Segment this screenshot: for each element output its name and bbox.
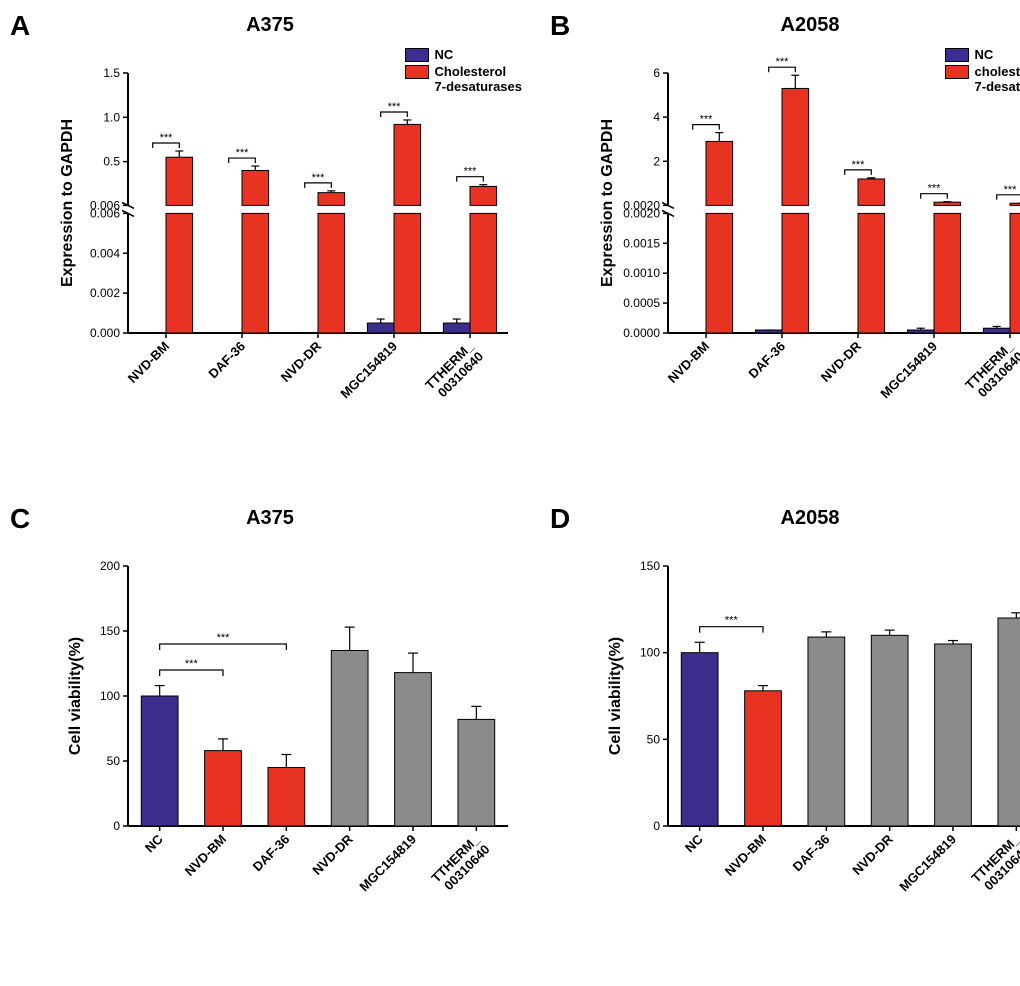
svg-text:***: *** xyxy=(160,132,174,144)
svg-text:2: 2 xyxy=(653,154,660,168)
svg-text:0.0015: 0.0015 xyxy=(623,236,660,250)
svg-text:***: *** xyxy=(852,159,866,171)
svg-text:DAF-36: DAF-36 xyxy=(250,832,293,875)
svg-text:50: 50 xyxy=(647,732,661,746)
svg-text:NVD-BM: NVD-BM xyxy=(722,832,769,879)
svg-text:Cell viability(%): Cell viability(%) xyxy=(607,637,624,755)
panel-A-label: A xyxy=(10,10,30,42)
svg-text:0.5: 0.5 xyxy=(103,155,120,169)
svg-text:DAF-36: DAF-36 xyxy=(745,339,788,382)
panel-D-chart: 0 50 100 150 Cell viability(%) NC NVD-BM DAF-36… xyxy=(590,536,1020,976)
panel-D-label: D xyxy=(550,503,570,535)
svg-text:0.002: 0.002 xyxy=(90,286,120,300)
panel-B-chart: NC cholesterol7-desaturases 0.0000 0.0005 0.… xyxy=(590,43,1020,483)
svg-text:MGC154819: MGC154819 xyxy=(896,832,959,895)
svg-text:NC: NC xyxy=(142,831,166,855)
svg-text:***: *** xyxy=(725,615,739,627)
svg-text:NVD-BM: NVD-BM xyxy=(182,832,229,879)
svg-text:100: 100 xyxy=(640,646,660,660)
panel-D-title: A2058 xyxy=(550,507,1020,530)
panel-D: D A2058 0 50 100 150 Cell viability(%) NC NVD-… xyxy=(550,503,1020,976)
svg-text:0.0000: 0.0000 xyxy=(623,326,660,340)
panel-A: A A375 NC Cholesterol7-desaturases 0.000 0.… xyxy=(10,10,530,483)
svg-text:***: *** xyxy=(700,114,714,126)
legend-swatch xyxy=(945,65,969,79)
svg-text:MGC154819: MGC154819 xyxy=(337,339,400,402)
svg-text:6: 6 xyxy=(653,66,660,80)
legend-item: Cholesterol7-desaturases xyxy=(405,64,522,94)
legend-swatch xyxy=(405,48,429,62)
svg-text:NVD-BM: NVD-BM xyxy=(125,339,172,386)
svg-text:0: 0 xyxy=(113,819,120,833)
svg-text:0.0005: 0.0005 xyxy=(623,296,660,310)
svg-text:0.0010: 0.0010 xyxy=(623,266,660,280)
svg-text:0.006: 0.006 xyxy=(90,198,120,212)
legend-label: NC xyxy=(435,47,454,62)
panel-C-title: A375 xyxy=(10,507,530,530)
svg-text:0.000: 0.000 xyxy=(90,326,120,340)
svg-text:TTHERM_00310640: TTHERM_00310640 xyxy=(428,831,493,896)
panel-C-chart: 0 50 100 150 200 Cell viability(%) NC NVD-BM DAF… xyxy=(50,536,530,976)
svg-text:***: *** xyxy=(464,166,478,178)
svg-text:Expression to GAPDH: Expression to GAPDH xyxy=(59,119,76,287)
legend-label: cholesterol7-desaturases xyxy=(975,64,1020,94)
svg-text:NVD-DR: NVD-DR xyxy=(278,338,325,385)
svg-text:TTHERM_00310640: TTHERM_00310640 xyxy=(422,338,487,403)
panel-B-title: A2058 xyxy=(550,14,1020,37)
svg-text:0.0020: 0.0020 xyxy=(623,198,660,212)
svg-text:***: *** xyxy=(388,101,402,113)
svg-text:***: *** xyxy=(217,632,231,644)
panel-C: C A375 0 50 100 150 200 Cell viability(%) NC NV… xyxy=(10,503,530,976)
svg-text:200: 200 xyxy=(100,559,120,573)
svg-text:100: 100 xyxy=(100,689,120,703)
legend-item: NC xyxy=(945,47,1020,62)
svg-text:DAF-36: DAF-36 xyxy=(205,339,248,382)
svg-text:0: 0 xyxy=(653,819,660,833)
svg-text:NVD-DR: NVD-DR xyxy=(818,338,865,385)
legend: NC Cholesterol7-desaturases xyxy=(405,47,522,94)
svg-text:***: *** xyxy=(776,56,790,68)
svg-text:NVD-BM: NVD-BM xyxy=(665,339,712,386)
legend: NC cholesterol7-desaturases xyxy=(945,47,1020,94)
svg-text:50: 50 xyxy=(107,754,121,768)
svg-text:NVD-DR: NVD-DR xyxy=(309,831,356,878)
panel-B: B A2058 NC cholesterol7-desaturases 0.0000… xyxy=(550,10,1020,483)
svg-text:150: 150 xyxy=(640,559,660,573)
svg-text:0.004: 0.004 xyxy=(90,246,120,260)
svg-text:1.0: 1.0 xyxy=(103,110,120,124)
svg-text:NVD-DR: NVD-DR xyxy=(849,831,896,878)
panel-A-title: A375 xyxy=(10,14,530,37)
svg-text:***: *** xyxy=(1004,184,1018,196)
svg-text:NC: NC xyxy=(682,831,706,855)
svg-text:1.5: 1.5 xyxy=(103,66,120,80)
legend-swatch xyxy=(945,48,969,62)
svg-text:Expression to GAPDH: Expression to GAPDH xyxy=(599,119,616,287)
svg-text:***: *** xyxy=(236,147,250,159)
svg-text:150: 150 xyxy=(100,624,120,638)
svg-text:TTHERM_00310640: TTHERM_00310640 xyxy=(962,338,1020,403)
legend-item: NC xyxy=(405,47,522,62)
svg-text:4: 4 xyxy=(653,110,660,124)
svg-text:MGC154819: MGC154819 xyxy=(356,832,419,895)
svg-text:***: *** xyxy=(312,172,326,184)
svg-text:MGC154819: MGC154819 xyxy=(877,339,940,402)
svg-text:Cell viability(%): Cell viability(%) xyxy=(67,637,84,755)
svg-text:***: *** xyxy=(185,658,199,670)
svg-text:DAF-36: DAF-36 xyxy=(790,832,833,875)
legend-label: NC xyxy=(975,47,994,62)
svg-text:TTHERM_00310640: TTHERM_00310640 xyxy=(968,831,1020,896)
legend-swatch xyxy=(405,65,429,79)
panel-C-label: C xyxy=(10,503,30,535)
panel-A-chart: NC Cholesterol7-desaturases 0.000 0.002 0.00… xyxy=(50,43,530,483)
legend-item: cholesterol7-desaturases xyxy=(945,64,1020,94)
legend-label: Cholesterol7-desaturases xyxy=(435,64,522,94)
panel-B-label: B xyxy=(550,10,570,42)
svg-text:***: *** xyxy=(928,183,942,195)
figure-grid: A A375 NC Cholesterol7-desaturases 0.000 0.… xyxy=(10,10,1010,976)
